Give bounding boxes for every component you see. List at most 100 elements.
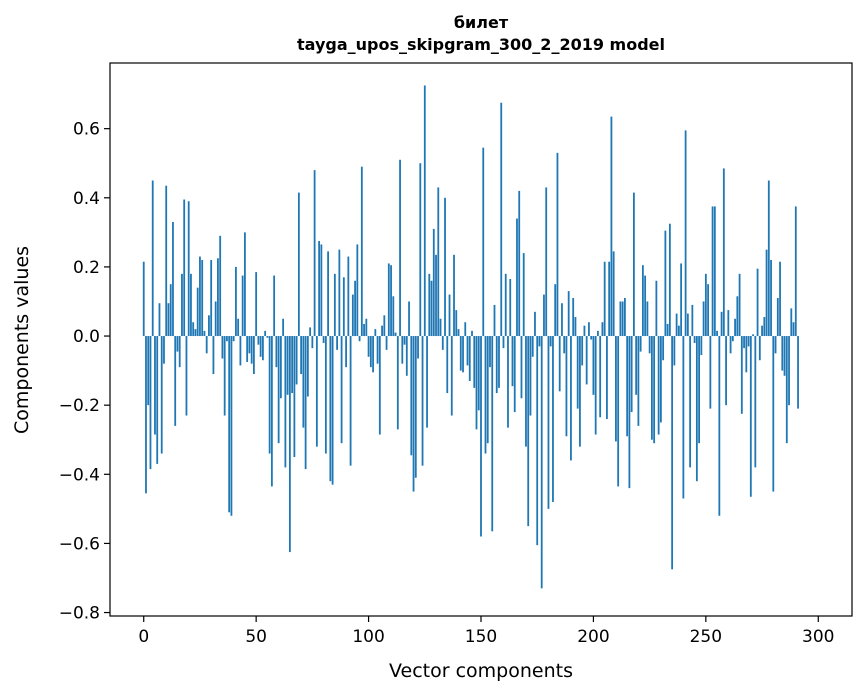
bar (390, 265, 392, 337)
bar (246, 336, 249, 362)
bar (437, 187, 440, 337)
bar (448, 294, 451, 337)
bar (680, 263, 683, 337)
bar (518, 190, 521, 337)
bar (235, 266, 237, 337)
bar (713, 206, 716, 337)
bar (432, 228, 435, 337)
bar (365, 318, 368, 337)
bar (172, 221, 174, 337)
bar (396, 336, 399, 430)
bar (262, 336, 264, 361)
bar (529, 336, 532, 416)
bar (315, 336, 318, 447)
bar (637, 336, 640, 426)
bar (333, 273, 336, 337)
bar (435, 254, 437, 337)
bar (255, 272, 258, 337)
bar (376, 336, 379, 364)
bar (381, 325, 383, 337)
bar (187, 201, 190, 337)
bar (579, 336, 581, 447)
bar (156, 336, 159, 464)
bar (633, 192, 635, 337)
bar (797, 336, 799, 409)
bar (468, 336, 471, 381)
bar (626, 336, 629, 437)
bar (158, 303, 161, 337)
bar (590, 336, 593, 340)
bar (572, 298, 575, 337)
x-tick-label: 150 (465, 627, 497, 647)
x-tick-label: 250 (690, 627, 722, 647)
bar (749, 336, 752, 497)
bar (599, 336, 602, 418)
bar (169, 284, 172, 337)
bar (774, 336, 777, 354)
bar (181, 273, 183, 337)
bar (534, 311, 536, 337)
bar (489, 336, 491, 368)
bar (369, 336, 372, 368)
bar (538, 336, 541, 347)
y-axis-ticks: −0.8 −0.6 −0.4 −0.2 0.0 0.2 0.4 0.6 (59, 120, 110, 624)
bar (662, 336, 665, 361)
bar (716, 330, 718, 337)
bar (259, 336, 262, 357)
bar (561, 303, 563, 337)
chart-title: билет (454, 13, 509, 32)
bar (540, 336, 543, 589)
bar (349, 336, 352, 466)
bar (563, 336, 566, 354)
bar (648, 336, 651, 354)
bar (745, 336, 748, 373)
x-tick-label: 300 (802, 627, 834, 647)
bar (788, 336, 790, 406)
bar (273, 275, 276, 337)
bar (565, 336, 568, 437)
bar (165, 185, 168, 337)
bar (217, 258, 219, 337)
bar (615, 336, 617, 442)
bar (765, 249, 768, 337)
bar (617, 336, 620, 487)
bar (257, 336, 260, 345)
bar (453, 254, 455, 337)
bar (608, 261, 611, 337)
bar (693, 336, 696, 343)
bar (194, 329, 197, 337)
bar (495, 336, 498, 394)
bar (691, 304, 694, 337)
bar (668, 223, 671, 337)
bar (624, 298, 626, 337)
bar (516, 218, 518, 337)
bar (653, 336, 656, 444)
bar (163, 336, 165, 364)
bar (367, 336, 370, 357)
bar (473, 336, 476, 388)
bars-group (142, 85, 799, 589)
bar (513, 336, 516, 413)
bar (457, 329, 460, 337)
bar (493, 304, 496, 337)
bar (239, 336, 242, 366)
bar (700, 336, 703, 356)
bar (331, 336, 334, 485)
bar (147, 336, 150, 406)
x-tick-label: 0 (138, 627, 149, 647)
bar (462, 336, 464, 373)
bar (223, 336, 226, 416)
bar (594, 336, 597, 435)
bar (491, 336, 494, 532)
bar (525, 336, 527, 447)
bar (581, 336, 584, 366)
bar (329, 336, 332, 482)
bar (511, 336, 514, 387)
bar (509, 279, 512, 337)
bar (792, 322, 795, 337)
bar (363, 323, 365, 337)
bar (387, 263, 390, 337)
bar (754, 336, 757, 468)
bar (244, 232, 246, 337)
